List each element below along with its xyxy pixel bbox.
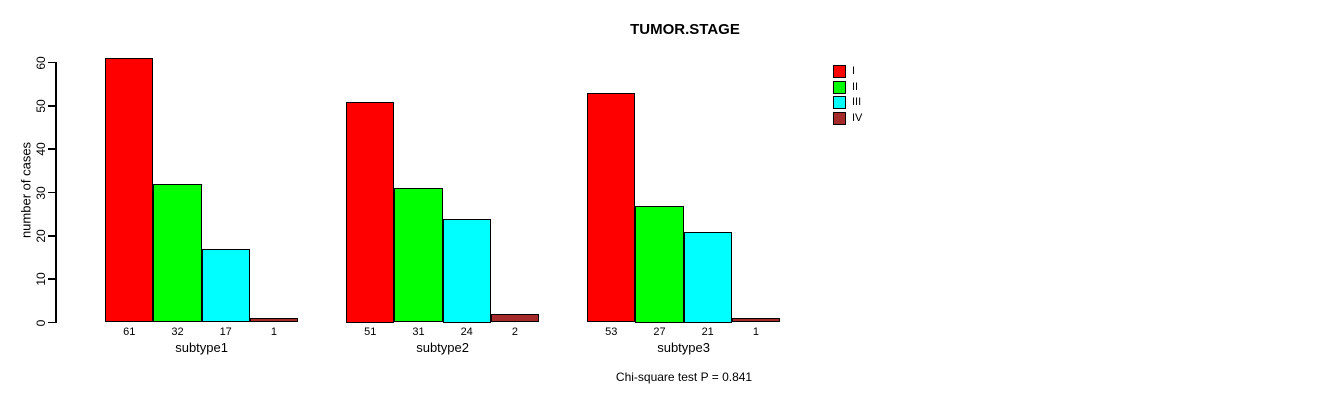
bar-subtype3-stage-II [635, 205, 684, 323]
bar-value-label: 61 [123, 326, 136, 338]
legend: I II III IV [833, 65, 862, 127]
y-tick [48, 105, 55, 107]
legend-swatch-I [833, 65, 846, 78]
bar-value-label: 17 [219, 326, 232, 338]
group-label-subtype1: subtype1 [175, 340, 228, 355]
bar-value-label: 53 [605, 326, 618, 338]
y-tick-label: 0 [34, 319, 48, 326]
bar-value-label: 1 [270, 326, 277, 338]
group-label-subtype2: subtype2 [416, 340, 469, 355]
chart-title: TUMOR.STAGE [630, 21, 740, 38]
bar-subtype3-stage-I [587, 92, 636, 323]
legend-item-I: I [833, 65, 862, 78]
y-tick-label: 10 [34, 272, 48, 286]
legend-swatch-II [833, 80, 846, 94]
y-axis-line [55, 62, 57, 323]
legend-label: III [852, 96, 862, 108]
legend-item-III: III [833, 96, 862, 109]
bar-subtype1-stage-III [201, 248, 250, 323]
bar-subtype1-stage-I [105, 58, 154, 323]
y-axis-title: number of cases [18, 141, 34, 239]
y-tick-label: 20 [34, 229, 48, 243]
legend-item-IV: IV [833, 111, 863, 125]
legend-label: I [852, 65, 856, 77]
y-tick-label: 60 [34, 55, 48, 70]
bar-value-label: 1 [752, 326, 759, 338]
bar-value-label: 24 [460, 326, 473, 338]
bar-value-label: 31 [412, 326, 425, 338]
y-tick [48, 235, 55, 237]
y-tick [48, 278, 55, 280]
legend-label: IV [852, 111, 863, 124]
y-tick [48, 191, 55, 194]
y-tick [48, 321, 55, 324]
bar-subtype1-stage-II [153, 183, 202, 323]
legend-label: II [852, 80, 859, 93]
bar-subtype2-stage-IV [490, 313, 539, 323]
bar-subtype2-stage-I [346, 101, 395, 323]
y-tick [48, 148, 55, 150]
bar-subtype3-stage-IV [731, 318, 780, 323]
bar-subtype1-stage-IV [249, 318, 298, 323]
bar-value-label: 51 [364, 326, 377, 338]
y-tick-label: 50 [34, 99, 48, 113]
y-tick-label: 30 [34, 185, 48, 200]
chi-square-annotation: Chi-square test P = 0.841 [615, 370, 753, 384]
group-label-subtype3: subtype3 [657, 340, 710, 355]
legend-item-II: II [833, 80, 862, 94]
bar-value-label: 21 [701, 326, 714, 338]
bar-value-label: 2 [511, 326, 518, 338]
bar-subtype2-stage-III [442, 218, 491, 323]
y-tick-label: 40 [34, 142, 48, 156]
legend-swatch-III [833, 96, 846, 109]
bar-value-label: 27 [653, 326, 666, 338]
bar-subtype2-stage-II [394, 188, 443, 323]
y-tick [48, 61, 55, 64]
bar-subtype3-stage-III [683, 231, 732, 323]
bar-value-label: 32 [171, 326, 184, 338]
legend-swatch-IV [833, 111, 846, 125]
